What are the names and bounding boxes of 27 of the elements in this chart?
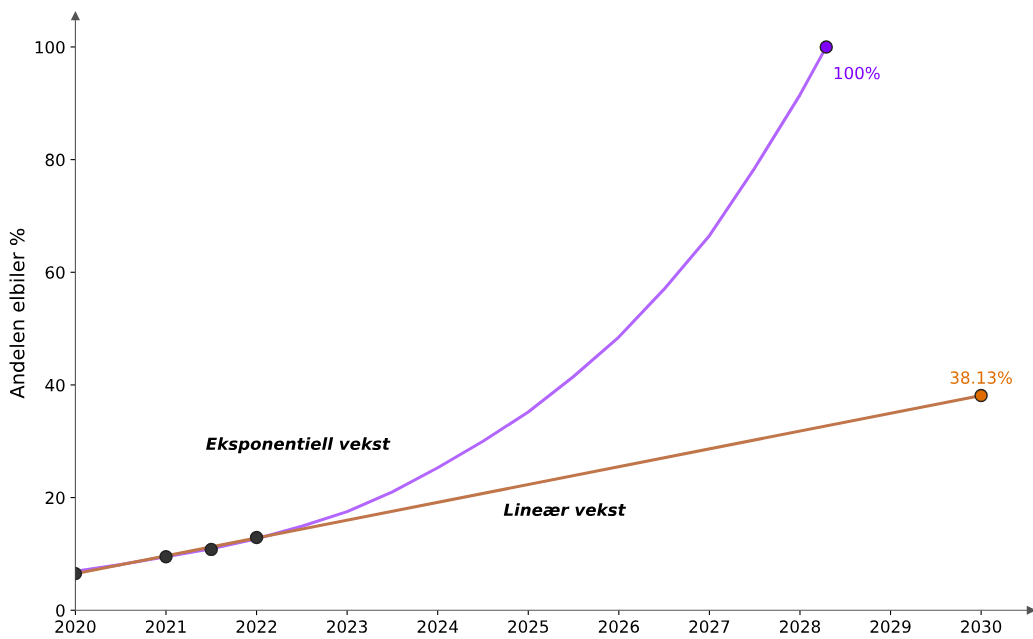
y-tick-label: 20 — [45, 491, 65, 505]
y-tick-label: 80 — [45, 153, 65, 167]
x-tick-label: 2027 — [689, 620, 730, 633]
point — [159, 550, 173, 564]
x-tick-label: 2020 — [55, 620, 96, 633]
x-tick-label: 2030 — [961, 620, 1002, 633]
y-tick-label: 100 — [35, 40, 65, 54]
point — [204, 542, 218, 557]
data-label: 38.13% — [950, 371, 1012, 384]
x-tick-label: 2021 — [145, 620, 186, 633]
y-tick-label: 60 — [45, 266, 65, 279]
x-tick-label: 2026 — [598, 620, 639, 633]
series-label: Lineær vekst — [503, 503, 627, 517]
data-label: 100% — [834, 66, 880, 80]
y-axis-title: Andelen elbiler % — [9, 228, 25, 399]
y-tick-label: 0 — [56, 604, 65, 617]
x-tick-label: 2023 — [327, 620, 367, 633]
point — [819, 40, 833, 54]
x-tick-label: 2025 — [508, 620, 549, 633]
x-tick-label: 2022 — [236, 620, 277, 633]
point — [974, 388, 988, 403]
x-tick-label: 2029 — [870, 620, 911, 633]
text: Eksponentiell vekst — [206, 437, 391, 454]
point — [249, 530, 264, 545]
x-tick-label: 2024 — [417, 620, 458, 633]
x-tick-label: 2028 — [779, 620, 821, 633]
y-tick-label: 40 — [45, 378, 65, 392]
